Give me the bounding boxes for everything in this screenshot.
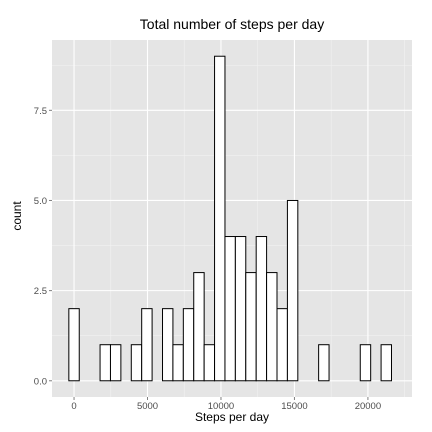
x-tick-label: 5000 <box>137 401 158 412</box>
y-tick-label: 5.0 <box>34 196 47 207</box>
y-tick-label: 0.0 <box>34 376 47 387</box>
histogram-bar <box>203 344 216 382</box>
chart-title: Total number of steps per day <box>140 16 324 32</box>
histogram-bar <box>234 236 247 382</box>
histogram-bar <box>172 344 184 382</box>
histogram-bars <box>68 55 392 382</box>
histogram-bar <box>266 272 278 382</box>
histogram-bar <box>109 344 122 382</box>
histogram-bar <box>224 236 236 382</box>
y-axis-label: count <box>10 201 24 231</box>
y-tick-label: 7.5 <box>34 106 47 117</box>
histogram-bar <box>286 199 299 382</box>
histogram-bar <box>182 308 195 382</box>
histogram-bar <box>193 272 205 382</box>
histogram-bar <box>68 308 80 382</box>
y-tick-label: 2.5 <box>34 286 47 297</box>
histogram-bar <box>359 344 372 382</box>
histogram-bar <box>99 344 111 382</box>
x-axis-label: Steps per day <box>195 410 269 424</box>
histogram-bar <box>162 308 174 382</box>
y-axis-ticks: 0.0 2.5 5.0 7.5 <box>34 106 52 387</box>
x-tick-label: 10000 <box>208 401 234 412</box>
histogram-bar <box>214 55 226 382</box>
histogram-bar <box>130 344 143 382</box>
histogram-bar <box>255 236 268 382</box>
histogram-bar <box>318 344 330 382</box>
x-tick-label: 15000 <box>281 401 307 412</box>
histogram-bar <box>245 272 257 382</box>
x-tick-label: 0 <box>71 401 76 412</box>
histogram-bar <box>276 308 288 382</box>
x-axis-ticks: 0 5000 10000 15000 20000 <box>71 397 381 412</box>
histogram-bar <box>141 308 153 382</box>
x-tick-label: 20000 <box>355 401 381 412</box>
histogram-bar <box>380 344 392 382</box>
